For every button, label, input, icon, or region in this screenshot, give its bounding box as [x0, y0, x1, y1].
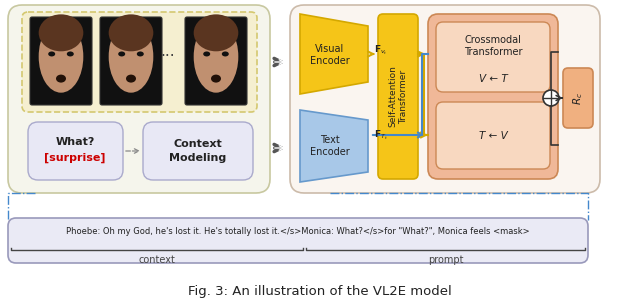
Text: $\mathbf{F}_{T_t}$: $\mathbf{F}_{T_t}$ [374, 128, 388, 142]
FancyBboxPatch shape [378, 14, 418, 179]
Ellipse shape [126, 75, 136, 82]
Text: What?: What? [55, 137, 95, 147]
Text: Visual
Encoder: Visual Encoder [310, 44, 350, 66]
Polygon shape [300, 110, 368, 182]
Ellipse shape [137, 51, 144, 57]
Text: Self-Attention
Transformer: Self-Attention Transformer [388, 66, 408, 127]
Ellipse shape [194, 14, 238, 51]
Text: context: context [139, 255, 175, 265]
Ellipse shape [109, 14, 154, 51]
Ellipse shape [38, 20, 83, 93]
FancyBboxPatch shape [22, 12, 257, 112]
Ellipse shape [194, 20, 238, 93]
Circle shape [543, 90, 559, 106]
Text: ···: ··· [161, 49, 175, 64]
Ellipse shape [211, 75, 221, 82]
FancyBboxPatch shape [563, 68, 593, 128]
Ellipse shape [109, 20, 154, 93]
FancyBboxPatch shape [290, 5, 600, 193]
Ellipse shape [118, 51, 125, 57]
FancyBboxPatch shape [8, 5, 270, 193]
Text: $R_c$: $R_c$ [571, 92, 585, 104]
Polygon shape [300, 14, 368, 94]
Ellipse shape [56, 75, 66, 82]
FancyBboxPatch shape [428, 14, 558, 179]
Text: Context
Modeling: Context Modeling [170, 139, 227, 163]
Text: Crossmodal
Transformer: Crossmodal Transformer [464, 35, 522, 57]
Text: Phoebe: Oh my God, he's lost it. He's totally lost it.</s>Monica: What?</s>for ": Phoebe: Oh my God, he's lost it. He's to… [66, 228, 530, 237]
Text: Text
Encoder: Text Encoder [310, 135, 350, 157]
Ellipse shape [222, 51, 229, 57]
Ellipse shape [48, 51, 55, 57]
Text: $\mathbf{F}_{v_t}$: $\mathbf{F}_{v_t}$ [374, 43, 388, 57]
Text: prompt: prompt [428, 255, 463, 265]
FancyBboxPatch shape [28, 122, 123, 180]
Ellipse shape [204, 51, 210, 57]
Text: V ← T: V ← T [479, 74, 508, 84]
FancyBboxPatch shape [436, 22, 550, 92]
FancyBboxPatch shape [185, 17, 247, 105]
Text: T ← V: T ← V [479, 131, 508, 141]
FancyBboxPatch shape [143, 122, 253, 180]
Text: [surprise]: [surprise] [44, 153, 106, 163]
Text: Fig. 3: An illustration of the VL2E model: Fig. 3: An illustration of the VL2E mode… [188, 286, 452, 299]
FancyBboxPatch shape [30, 17, 92, 105]
Ellipse shape [38, 14, 83, 51]
FancyBboxPatch shape [100, 17, 162, 105]
Ellipse shape [67, 51, 74, 57]
FancyBboxPatch shape [436, 102, 550, 169]
FancyBboxPatch shape [8, 218, 588, 263]
